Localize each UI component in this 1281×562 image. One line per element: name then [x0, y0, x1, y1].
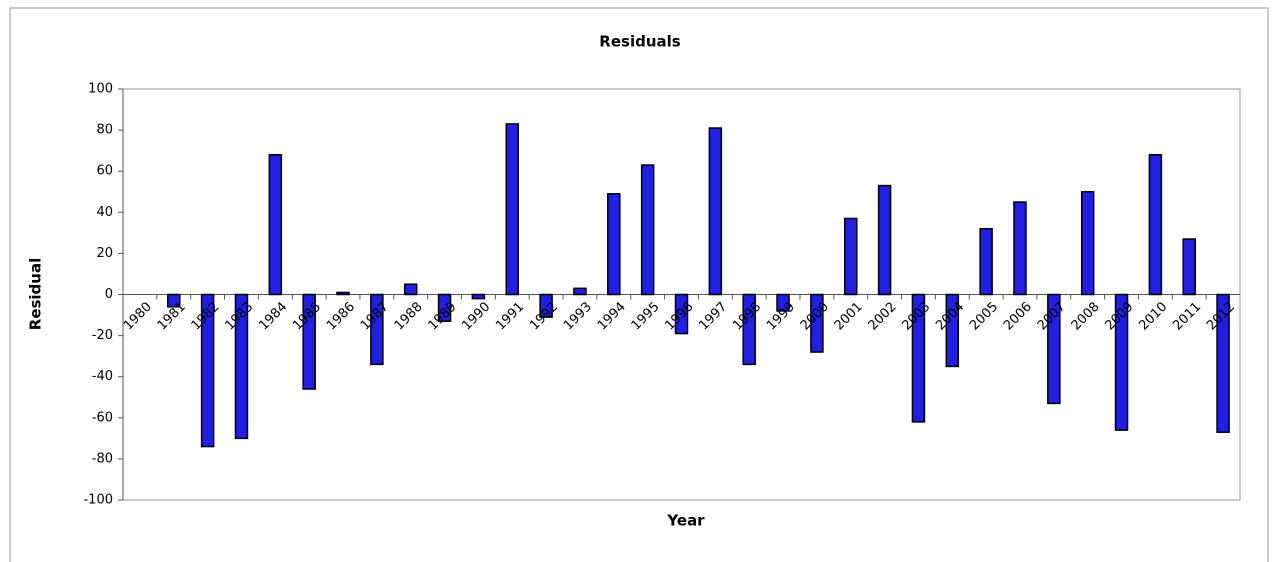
x-tick-label: 1986 — [324, 299, 358, 333]
bar — [979, 227, 993, 296]
bar — [1182, 238, 1196, 296]
y-axis-label: Residual — [27, 258, 45, 330]
x-tick-label: 1984 — [256, 299, 290, 333]
x-tick-label: 2001 — [832, 299, 866, 333]
bar — [810, 293, 824, 353]
bar — [403, 283, 418, 296]
bar — [1114, 293, 1129, 431]
x-tick-label: 2006 — [1001, 299, 1035, 333]
x-tick-label: 2008 — [1069, 299, 1103, 333]
chart-frame — [9, 7, 1269, 562]
y-tick-label: 0 — [105, 287, 113, 302]
y-tick-label: 40 — [96, 205, 113, 220]
x-tick-label: 1990 — [459, 299, 493, 333]
x-tick-label: 1991 — [493, 299, 527, 333]
x-tick-label: 1988 — [392, 299, 426, 333]
bar — [1148, 154, 1163, 296]
x-tick-label: 1997 — [696, 299, 730, 333]
y-tick-label: 60 — [96, 164, 113, 179]
y-tick-label: -80 — [92, 451, 113, 466]
bar — [911, 293, 926, 423]
y-tick-label: -60 — [92, 410, 113, 425]
bar — [1080, 191, 1095, 296]
x-tick-label: 1992 — [527, 299, 561, 333]
y-tick-label: -40 — [92, 369, 113, 384]
bar — [336, 291, 350, 296]
bar — [776, 293, 790, 312]
x-tick-label: 2010 — [1136, 299, 1170, 333]
bar — [843, 217, 858, 296]
x-tick-label: 1981 — [155, 299, 189, 333]
y-tick-label: 20 — [96, 246, 113, 261]
y-tick-label: -20 — [92, 328, 113, 343]
bar — [167, 293, 181, 308]
bar — [539, 293, 553, 318]
x-tick-label: 1994 — [595, 299, 629, 333]
bar — [505, 123, 520, 296]
bar — [200, 293, 215, 448]
x-tick-label: 1980 — [121, 299, 155, 333]
x-tick-label: 1995 — [629, 299, 663, 333]
bar — [708, 127, 723, 296]
bar — [877, 184, 892, 296]
bar — [607, 193, 621, 296]
x-tick-label: 1989 — [426, 299, 460, 333]
y-tick-label: 100 — [88, 82, 113, 97]
bar — [742, 293, 756, 366]
bar — [268, 154, 283, 296]
x-tick-label: 1999 — [764, 299, 798, 333]
bar — [302, 293, 316, 390]
bar — [471, 293, 486, 300]
bar — [945, 293, 960, 368]
x-axis-label: Year — [666, 512, 705, 530]
x-tick-label: 2002 — [866, 299, 900, 333]
x-tick-label: 2005 — [967, 299, 1001, 333]
x-tick-label: 1993 — [561, 299, 595, 333]
bar — [437, 293, 452, 322]
bar — [674, 293, 689, 335]
bar — [1216, 293, 1230, 433]
chart-title: Residuals — [599, 33, 680, 51]
bar — [370, 293, 384, 366]
bar — [234, 293, 249, 440]
x-tick-label: 2011 — [1170, 299, 1204, 333]
bar — [640, 164, 655, 296]
bar — [573, 287, 587, 296]
bar — [1013, 201, 1027, 296]
y-tick-label: -100 — [83, 493, 113, 508]
y-tick-label: 80 — [96, 123, 113, 138]
bar — [1047, 293, 1061, 405]
